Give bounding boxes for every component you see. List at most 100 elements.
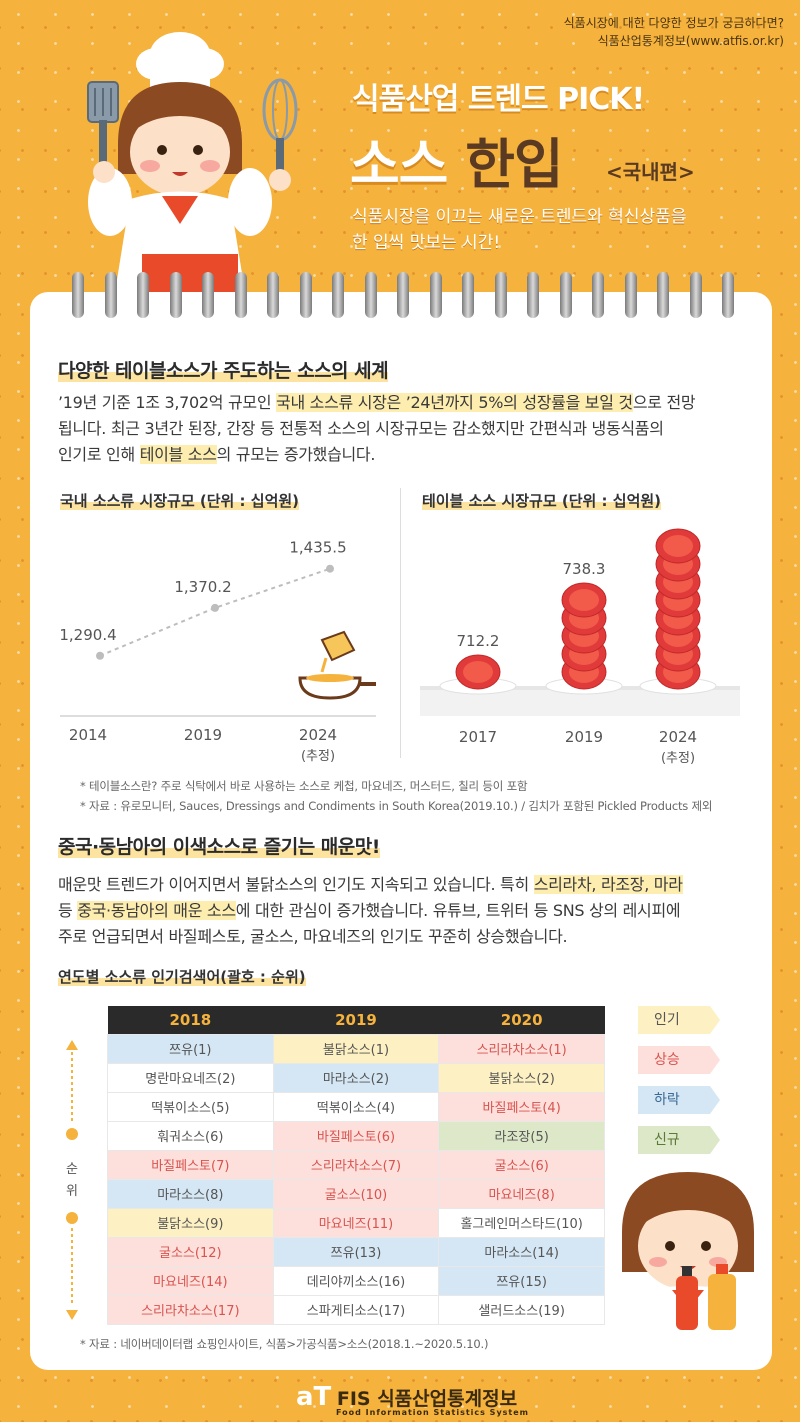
x-tick-label: 2014 [69,726,107,744]
data-label: 738.3 [563,560,606,578]
binder-ring [137,272,149,318]
table-cell: 불닭소스(2) [438,1062,605,1093]
binder-ring [592,272,604,318]
table-header-2018: 2018 [107,1006,274,1034]
chart2-title: 테이블 소스 시장규모 (단위 : 십억원) [422,492,662,510]
series-line [99,567,331,657]
binder-ring [462,272,474,318]
table-cell: 스리라차소스(17) [107,1294,274,1325]
data-point [326,564,334,573]
table-cell: 샐러드소스(19) [438,1294,605,1325]
rank-axis-label-1: 순 [66,1162,78,1177]
binder-ring [332,272,344,318]
legend-down: 하락 [638,1086,720,1114]
section2-paragraph: 매운맛 트렌드가 이어지면서 불닭소스의 인기도 지속되고 있습니다. 특히 스… [58,875,683,946]
hero-title: 소스 한입 [350,133,564,196]
table-row: 바질페스토(7) 스리라차소스(7) 굴소스(6) [107,1149,605,1180]
mustard-bottle-icon [708,1264,736,1330]
x-tick-label: 2017 [459,728,497,746]
rank-axis [66,1040,78,1320]
table-cell: 쯔유(15) [438,1265,605,1296]
table-cell: 굴소스(12) [107,1236,274,1267]
data-label: 766.1 [657,520,700,524]
table-cell: 명란마요네즈(2) [107,1062,274,1093]
data-label: 1,370.2 [174,578,231,596]
table-row: 쯔유(1) 불닭소스(1) 스리라차소스(1) [107,1033,605,1064]
table-cell: 데리야끼소스(16) [272,1265,440,1296]
table-cell: 불닭소스(9) [107,1207,274,1238]
binder-ring [494,272,507,318]
binder-ring [689,272,702,318]
binder-ring [397,272,409,318]
table-cell: 쯔유(1) [107,1033,274,1064]
table-cell: 쯔유(13) [272,1236,440,1267]
table-row: 마라소스(8) 굴소스(10) 마요네즈(8) [107,1178,605,1209]
table-cell: 라조장(5) [438,1120,605,1151]
table-cell: 불닭소스(1) [272,1033,440,1064]
rank-axis-label-2: 위 [66,1184,78,1199]
table-row: 마요네즈(14) 데리야끼소스(16) 쯔유(15) [107,1265,605,1296]
data-label: 1,435.5 [289,539,346,557]
spatula-icon [87,81,119,168]
section2-title: 중국·동남아의 이색소스로 즐기는 매운맛! [58,836,380,858]
bar-segment-inner [569,589,599,611]
table-cell: 훠궈소스(6) [107,1120,274,1151]
table-cell: 스리라차소스(7) [272,1149,440,1180]
table-cell: 굴소스(6) [438,1149,605,1180]
bar-segment-inner [463,661,493,683]
ketchup-bottle-icon [676,1266,698,1330]
binder-ring [429,272,442,318]
chart-divider [400,488,401,758]
binder-ring [624,272,637,318]
binder-ring [234,272,247,318]
binder-ring [722,272,734,318]
x-sub-label: (추정) [301,749,335,764]
table-source: * 자료 : 네이버데이터랩 쇼핑인사이트, 식품>가공식품>소스(2018.1… [80,1337,489,1351]
hero-subtitle: <국내편> [606,160,695,184]
chef-illustration [87,32,298,292]
x-tick-label: 2019 [184,726,222,744]
binder-ring [527,272,539,318]
whisk-icon [262,78,298,178]
table-cell: 마요네즈(8) [438,1178,605,1209]
x-tick-label: 2019 [565,728,603,746]
site-link[interactable]: 식품산업통계정보(www.atfis.or.kr) [597,34,784,48]
table-cell: 마요네즈(11) [272,1207,440,1238]
binder-ring [202,272,214,318]
binder-ring [72,272,84,318]
binder-ring [169,272,182,318]
binder-ring [364,272,377,318]
x-sub-label: (추정) [661,751,695,766]
table-row: 명란마요네즈(2) 마라소스(2) 불닭소스(2) [107,1062,605,1093]
table-cell: 마라소스(14) [438,1236,605,1267]
table-cell: 마라소스(8) [107,1178,274,1209]
chef-with-sauce-illustration [622,1172,754,1334]
binder-ring [267,272,279,318]
footnote-definition: * 테이블소스란? 주로 식탁에서 바로 사용하는 소스로 케첩, 마요네즈, … [80,779,528,793]
table-cell: 바질페스토(7) [107,1149,274,1180]
binder-ring [559,272,572,318]
x-tick-label: 2024 [659,728,697,746]
legend-new: 신규 [638,1126,720,1154]
table-header-2020: 2020 [438,1006,605,1034]
binder-ring [104,272,117,318]
data-point [211,603,219,612]
table-row: 스리라차소스(17) 스파게티소스(17) 샐러드소스(19) [107,1294,605,1325]
section1-paragraph: ’19년 기준 1조 3,702억 규모인 국내 소스류 시장은 ’24년까지 … [58,393,696,464]
binder-rings [30,272,772,322]
chart1-title: 국내 소스류 시장규모 (단위 : 십억원) [60,492,300,510]
table-header-row: 2018 2019 2020 [107,1006,605,1034]
sauce-pan-icon [298,630,376,700]
table-row: 불닭소스(9) 마요네즈(11) 홀그레인머스타드(10) [107,1207,605,1238]
hero-kicker: 식품산업 트렌드 PICK! [352,82,645,117]
table-cell: 떡볶이소스(4) [272,1091,440,1122]
table-cell: 홀그레인머스타드(10) [438,1207,605,1238]
data-label: 1,290.4 [60,626,117,644]
footnote-source: * 자료 : 유로모니터, Sauces, Dressings and Cond… [80,799,713,813]
table-header-2019: 2019 [273,1006,439,1034]
hero-description: 식품시장을 이끄는 새로운 트렌드와 혁신상품을 한 입씩 맛보는 시간! [352,207,687,253]
table-cell: 굴소스(10) [272,1178,440,1209]
binder-ring [299,272,312,318]
market-size-line-chart: 1,290.4 1,370.2 1,435.5 2014 2019 2024 (추정) [60,539,376,764]
data-label: 712.2 [457,632,500,650]
